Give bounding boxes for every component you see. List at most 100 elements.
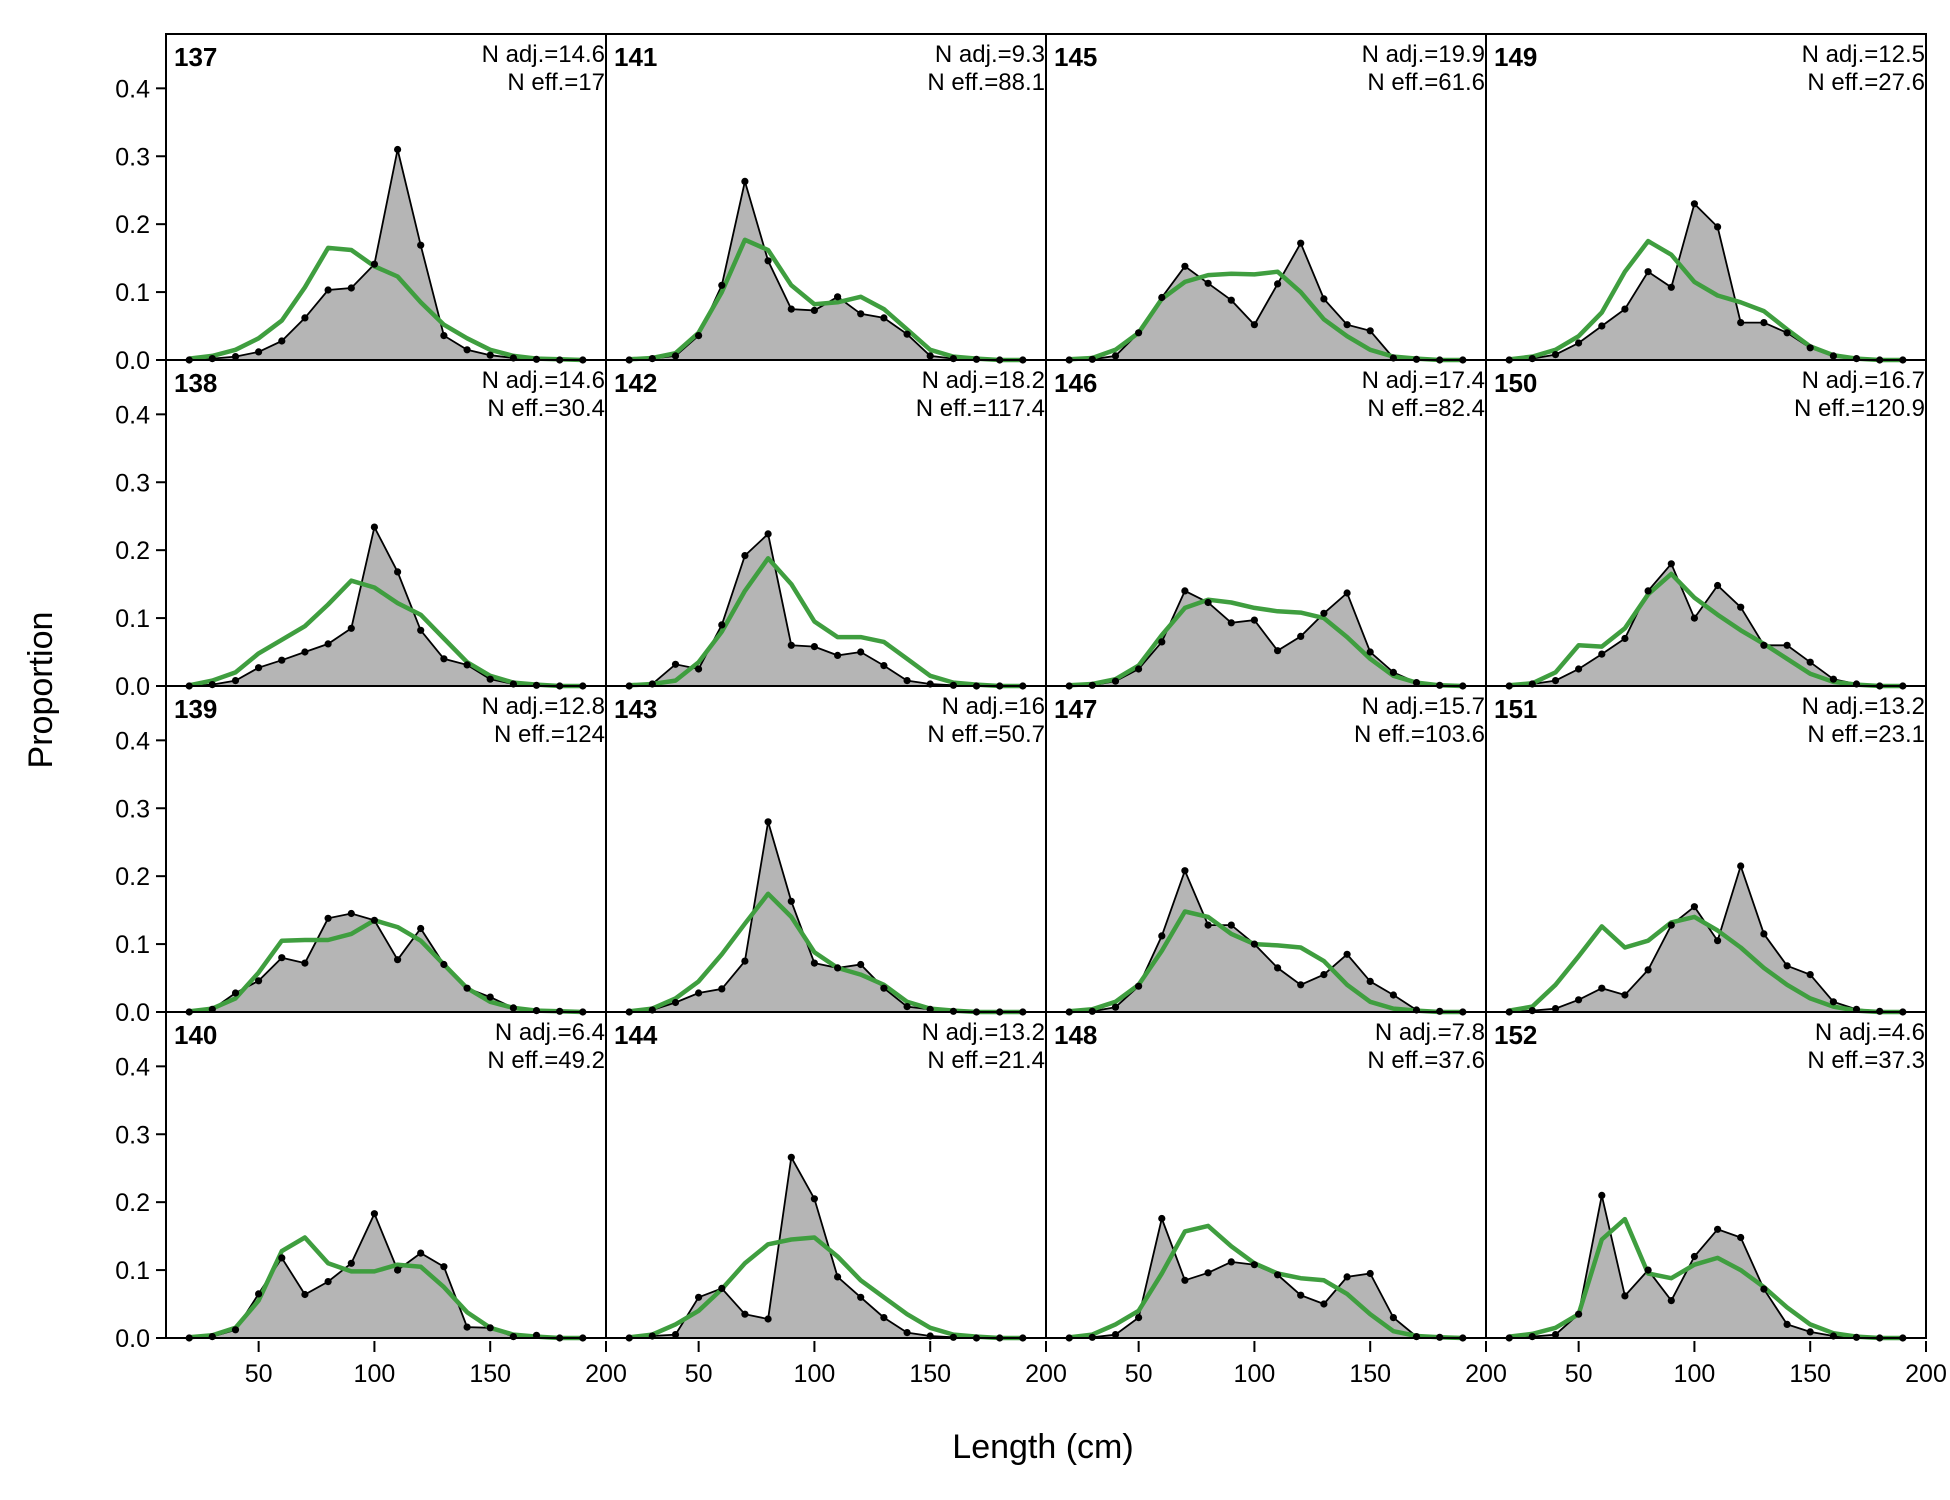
panel-146-observed-point	[1250, 616, 1258, 624]
panel-148-observed-point	[1227, 1258, 1235, 1266]
y-tick-label: 0.4	[115, 1053, 150, 1081]
panel-145-observed-point	[1297, 239, 1305, 247]
panel-147-observed-point	[1389, 991, 1397, 999]
x-tick-label: 50	[245, 1360, 273, 1388]
panel-151: 151 N adj.=13.2N eff.=23.1	[1485, 685, 1927, 1016]
panel-148-observed-point	[1250, 1261, 1258, 1269]
panel-139-observed-point	[463, 984, 471, 992]
panel-145-observed-point	[1181, 262, 1189, 270]
panel-138-observed-point	[486, 675, 494, 683]
panel-149-observed-point	[1551, 351, 1560, 359]
panel-142-expected-line	[629, 556, 1023, 689]
panel-141-observed-point	[671, 352, 680, 360]
panel-143-observed-point	[695, 989, 703, 997]
panel-140-observed-point	[509, 1333, 517, 1341]
panel-147-n-eff: N eff.=103.6	[1354, 721, 1485, 748]
y-tick-label: 0.3	[115, 1121, 150, 1149]
panel-147-n-adj: N adj.=15.7	[1362, 693, 1485, 720]
panel-140-observed-point	[486, 1324, 494, 1332]
panel-138-observed-point	[347, 624, 355, 632]
panel-146-observed-point	[1320, 609, 1328, 617]
panel-141: 141 N adj.=9.3N eff.=88.1	[605, 33, 1047, 364]
panel-148: 148 N adj.=7.8N eff.=37.6	[1045, 1011, 1487, 1342]
x-tick-label: 100	[354, 1360, 396, 1388]
y-tick-label: 0.3	[115, 143, 150, 171]
panel-142-observed-point	[880, 662, 888, 670]
panel-143-n-eff: N eff.=50.7	[927, 721, 1045, 748]
panel-141-label: 141	[614, 42, 657, 72]
panel-137-expected-line	[188, 245, 583, 363]
panel-142-n-adj: N adj.=18.2	[922, 367, 1045, 394]
panel-147-observed-point	[1274, 964, 1282, 972]
panel-142-observed-point	[741, 552, 749, 560]
panel-142-observed-area	[629, 533, 1023, 686]
panel-142-observed-point	[695, 665, 703, 673]
panel-147-observed-point	[1320, 971, 1328, 979]
y-tick-label: 0.0	[115, 673, 150, 701]
panel-150-observed-point	[1760, 641, 1768, 649]
panel-139-observed-point	[486, 993, 494, 1001]
panel-139-observed-point	[394, 956, 402, 964]
panel-140-label: 140	[174, 1020, 217, 1050]
panel-152-observed-point	[1714, 1225, 1722, 1233]
panel-146-observed-point	[1135, 665, 1143, 673]
panel-152: 152 N adj.=4.6N eff.=37.3	[1485, 1011, 1927, 1342]
panel-149-observed-point	[1829, 352, 1837, 360]
x-tick-label: 50	[1125, 1360, 1153, 1388]
panel-151-observed-point	[1783, 962, 1791, 970]
panel-137-observed-point	[463, 346, 471, 354]
panel-139-observed-point	[347, 909, 355, 918]
panel-143: 143 N adj.=16N eff.=50.7	[605, 685, 1047, 1016]
panel-150-observed-point	[1829, 675, 1837, 683]
panel-145-expected-line	[1069, 269, 1463, 363]
panel-142-observed-point	[810, 643, 819, 651]
panel-140: 140 N adj.=6.4N eff.=49.2	[165, 1011, 607, 1342]
panel-143-observed-point	[741, 957, 749, 965]
panel-151-n-eff: N eff.=23.1	[1807, 721, 1925, 748]
panel-142-observed-point	[857, 648, 865, 656]
panel-145-observed-point	[1320, 295, 1328, 303]
y-axis-title: Proportion	[22, 612, 60, 769]
panel-138-observed-point	[255, 664, 263, 672]
panel-141-observed-point	[695, 332, 703, 340]
panel-138-observed-point	[278, 656, 286, 664]
panel-140-observed-point	[208, 1333, 216, 1341]
panel-140-n-eff: N eff.=49.2	[487, 1047, 605, 1074]
panel-148-observed-point	[1135, 1314, 1143, 1322]
panel-139-observed-point	[440, 960, 448, 969]
panel-139-observed-point	[370, 916, 378, 924]
panel-144-observed-point	[903, 1329, 911, 1337]
panel-148-observed-point	[1297, 1291, 1305, 1299]
panel-152-observed-point	[1644, 1266, 1652, 1274]
panel-144-observed-point	[857, 1293, 865, 1301]
panel-148-observed-point	[1111, 1331, 1120, 1339]
panel-149-expected-line	[1508, 238, 1903, 363]
panel-148-observed-point	[1181, 1276, 1189, 1284]
panel-152-observed-point	[1621, 1292, 1629, 1300]
panel-138-observed-area	[189, 527, 583, 686]
panel-148-observed-point	[1274, 1271, 1282, 1279]
x-tick-label: 100	[1674, 1360, 1716, 1388]
panel-143-observed-point	[880, 984, 888, 992]
panel-150-label: 150	[1494, 368, 1537, 398]
panel-140-observed-point	[440, 1263, 448, 1271]
panel-145: 145 N adj.=19.9N eff.=61.6	[1045, 33, 1487, 364]
panel-141-expected-line	[629, 237, 1023, 363]
panel-138-observed-point	[463, 661, 471, 669]
panel-150-observed-point	[1644, 587, 1652, 595]
panel-137-observed-point	[255, 348, 263, 356]
y-tick-label: 0.4	[115, 727, 150, 755]
panel-145-label: 145	[1054, 42, 1097, 72]
panel-143-observed-point	[857, 960, 865, 969]
panel-147-observed-point	[1135, 982, 1143, 990]
panel-147-observed-point	[1343, 950, 1351, 958]
panel-152-observed-point	[1551, 1331, 1560, 1339]
y-tick-label: 0.2	[115, 211, 150, 239]
panel-137-n-eff: N eff.=17	[507, 69, 605, 96]
panel-146-n-eff: N eff.=82.4	[1367, 395, 1485, 422]
panel-144-n-adj: N adj.=13.2	[922, 1019, 1045, 1046]
x-tick-label: 200	[1465, 1360, 1507, 1388]
panel-152-observed-point	[1690, 1252, 1698, 1261]
panel-151-label: 151	[1494, 694, 1537, 724]
